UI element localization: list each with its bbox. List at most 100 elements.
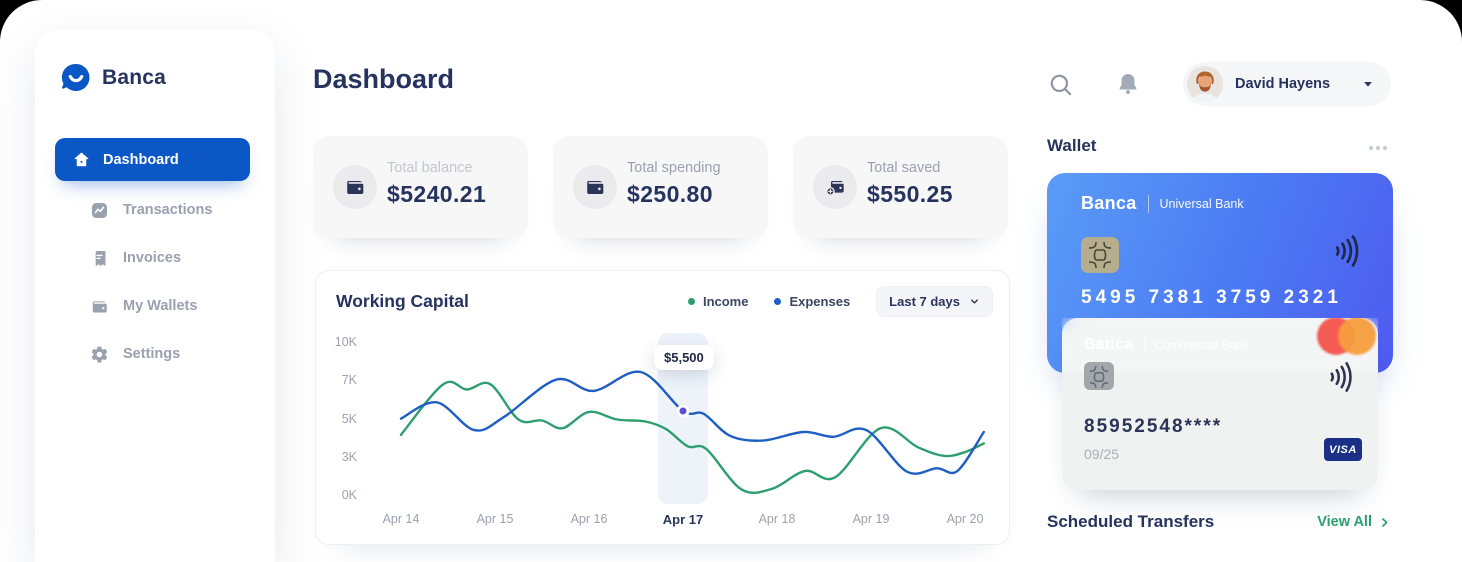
home-icon [72,150,91,169]
stat-card-total-saved: Total saved $550.25 [793,136,1008,238]
series-line-expenses [399,370,985,475]
sidebar-item-dashboard[interactable]: Dashboard [55,138,250,181]
notifications-button[interactable] [1115,71,1141,97]
y-tick-label: 3K [341,449,357,464]
x-tick-label: Apr 14 [382,512,420,526]
x-tick-label: Apr 20 [946,512,984,526]
x-tick-label: Apr 16 [570,512,608,526]
x-tick-label: Apr 17 [662,512,704,527]
chart-header: Working Capital Income Expenses Last 7 d… [336,285,993,317]
sidebar-item-label: My Wallets [123,298,198,314]
stat-card-total-balance: Total balance $5240.21 [313,136,528,238]
scheduled-transfers-row: Scheduled Transfers View All [1047,512,1391,532]
bank-card-commercial[interactable]: Banca Commercial Bank 85952548**** 09/25… [1062,318,1378,490]
contactless-icon [1324,360,1358,394]
ellipsis-icon [1376,146,1380,150]
legend-item-expenses[interactable]: Expenses [774,294,850,309]
y-tick-label: 5K [341,411,357,426]
sidebar-item-label: Dashboard [103,151,179,168]
sidebar-item-label: Transactions [123,202,213,218]
chart-legend: Income Expenses [687,293,850,309]
chip-icon [1081,237,1119,273]
stat-card-total-spending: Total spending $250.80 [553,136,768,238]
x-axis: Apr 14 Apr 15 Apr 16 Apr 17 Apr 18 Apr 19 Apr … [316,512,1009,528]
transactions-icon [90,201,109,220]
user-menu[interactable]: David Hayens [1183,62,1391,106]
legend-label: Expenses [789,293,851,309]
card-brand-row: Banca Universal Bank [1081,193,1244,214]
card-bank-name: Commercial Bank [1154,338,1250,352]
chart-tooltip: $5,500 [654,344,714,370]
range-selector[interactable]: Last 7 days [876,285,993,317]
chart-title: Working Capital [336,290,469,311]
divider [1143,336,1145,354]
x-tick-label: Apr 18 [758,512,796,526]
sidebar-item-my-wallets[interactable]: My Wallets [90,282,275,330]
invoices-icon [90,249,109,268]
sidebar-item-label: Settings [123,346,181,362]
card-frosted-header: Banca Commercial Bank [1062,318,1378,372]
x-tick-label: Apr 15 [476,512,514,526]
banca-logo-icon [60,62,92,94]
view-all-button[interactable]: View All [1317,514,1391,530]
stat-value: $5240.21 [387,181,487,207]
expenses-dot-icon [774,297,782,305]
range-selector-value: Last 7 days [889,293,960,309]
y-tick-label: 10K [334,335,357,349]
wallet-menu-button[interactable] [1369,146,1387,150]
brand-logo[interactable]: Banca [60,62,275,94]
card-number: 5495 7381 3759 2321 [1081,287,1342,308]
stat-label: Total balance [387,160,473,176]
card-expiry: 09/25 [1084,446,1120,462]
income-dot-icon [687,297,695,305]
ellipsis-icon [1383,146,1387,150]
series-line-income [399,380,985,495]
card-bank-name: Universal Bank [1159,196,1244,211]
bell-icon [1115,74,1141,100]
chevron-down-icon [971,298,978,304]
highlight-band [658,333,708,504]
working-capital-card: Working Capital Income Expenses Last 7 d… [315,270,1010,545]
tooltip-marker-dot [676,404,690,418]
search-icon [1048,74,1074,101]
sidebar-nav: Dashboard Transactions Invoices My Walle… [35,138,275,378]
x-tick-label: Apr 19 [852,512,890,526]
savings-wallet-icon [813,165,857,209]
y-tick-label: 7K [341,373,357,388]
legend-label: Income [702,293,749,309]
legend-item-income[interactable]: Income [687,293,749,309]
mastercard-icon [1338,318,1376,355]
chevron-down-icon[interactable] [1361,77,1375,91]
search-button[interactable] [1048,72,1074,98]
tooltip-value: $5,500 [664,349,704,365]
sidebar-item-invoices[interactable]: Invoices [90,234,275,282]
view-all-label: View All [1317,514,1372,530]
visa-badge: VISA [1324,438,1362,461]
settings-icon [90,345,109,364]
sidebar-item-label: Invoices [123,250,182,266]
sidebar-item-transactions[interactable]: Transactions [90,186,275,234]
brand-name: Banca [102,66,167,89]
chevron-right-icon [1382,517,1388,527]
ellipsis-icon [1369,146,1373,150]
wallets-icon [90,297,109,316]
y-axis: 10K 7K 5K 3K 0K [316,271,357,544]
sidebar-item-settings[interactable]: Settings [90,330,275,378]
chart-plot[interactable] [316,271,1011,546]
wallet-title: Wallet [1047,136,1097,155]
stat-label: Total saved [867,160,941,176]
stat-value: $550.25 [867,181,953,207]
divider [1147,194,1149,213]
card-brand: Banca [1081,193,1137,213]
avatar [1187,66,1223,102]
stat-label: Total spending [627,160,721,176]
wallet-icon [573,165,617,209]
contactless-icon [1329,233,1365,269]
card-brand: Banca [1084,336,1134,353]
y-tick-label: 0K [341,488,357,502]
page-title: Dashboard [313,64,455,94]
scheduled-transfers-title: Scheduled Transfers [1047,512,1215,531]
card-number: 85952548**** [1084,416,1223,437]
stat-value: $250.80 [627,181,713,207]
